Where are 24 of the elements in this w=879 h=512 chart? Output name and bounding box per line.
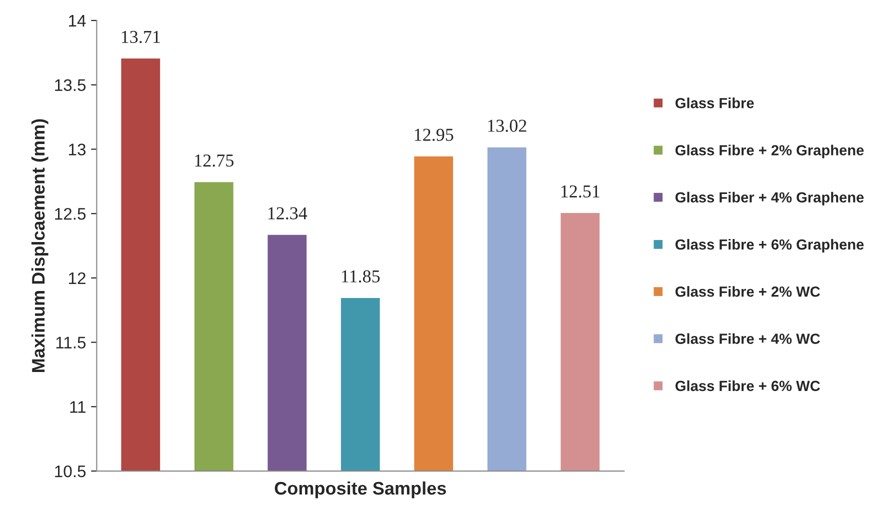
data-label: 12.75 <box>195 154 234 167</box>
legend-label: Glass Fibre <box>676 98 754 108</box>
data-label: 12.51 <box>561 185 600 198</box>
legend-label: Glass Fiber + 4% Graphene <box>676 192 864 206</box>
data-label: 13.02 <box>488 120 526 132</box>
y-tick-label: 12.5 <box>55 208 86 220</box>
y-tick-label: 13 <box>69 144 86 156</box>
x-axis-title: Composite Samples <box>274 481 446 498</box>
data-label: 13.71 <box>122 30 160 44</box>
legend-label: Glass Fibre + 6% WC <box>676 380 820 392</box>
data-label: 12.34 <box>268 207 308 220</box>
legend-label: Glass Fibre + 2% Graphene <box>676 144 864 158</box>
y-tick-label: 11 <box>70 401 86 413</box>
y-tick-label: 14 <box>69 15 86 27</box>
y-axis-title: Maximum Displcaement (mm) <box>31 119 48 372</box>
data-label: 11.85 <box>342 270 380 283</box>
y-tick-label: 11.5 <box>56 336 86 349</box>
y-tick-label: 10.5 <box>55 465 86 478</box>
data-label: 12.95 <box>414 128 454 141</box>
y-tick-label: 12 <box>69 272 86 284</box>
legend-label: Glass Fibre + 6% Graphene <box>676 238 864 253</box>
legend-label: Glass Fibre + 2% WC <box>676 286 820 297</box>
legend-label: Glass Fibre + 4% WC <box>676 333 820 344</box>
y-tick-label: 13.5 <box>55 79 86 92</box>
